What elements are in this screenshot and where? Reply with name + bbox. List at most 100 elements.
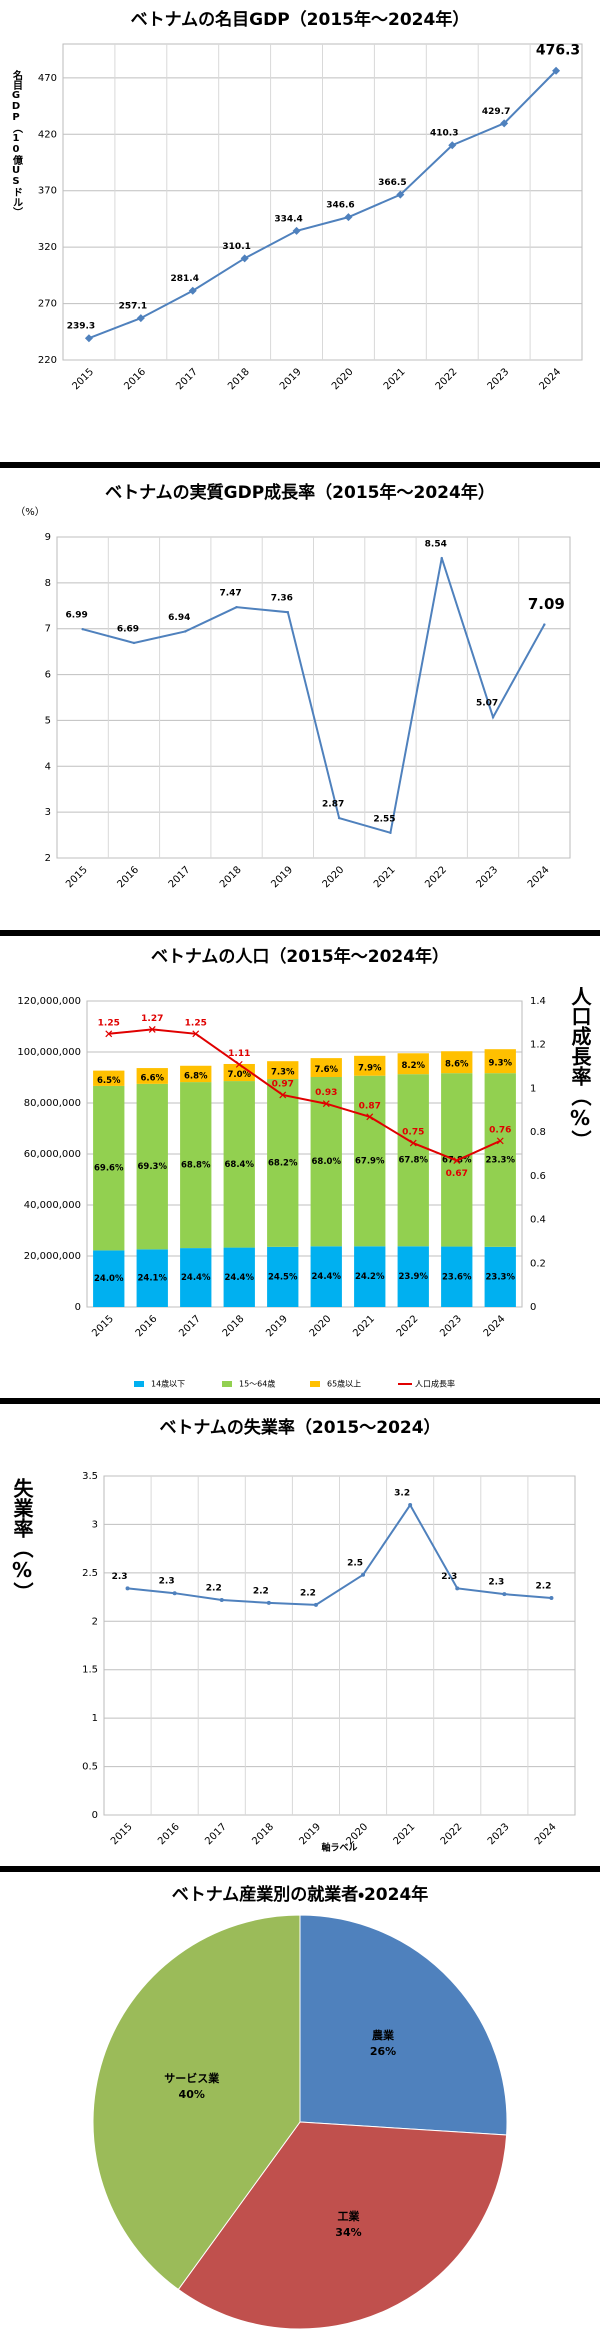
data-label: 2.2 [300,1588,316,1598]
y-tick-label: 120,000,000 [17,996,81,1007]
point [172,1591,177,1596]
data-label: 476.3 [536,43,580,59]
bar-label: 7.3% [271,1068,295,1078]
separator [0,1398,600,1404]
bar-segment [441,1051,473,1074]
point [366,1113,374,1121]
bar-label: 68.2% [268,1158,298,1168]
bar-label: 68.4% [225,1160,255,1170]
separator [0,930,600,936]
bar-label: 67.9% [355,1157,385,1167]
y-tick-label: 3.5 [82,1471,98,1482]
bar-label: 23.9% [399,1272,429,1282]
data-label: 2.87 [322,800,344,810]
bar-label: 8.2% [401,1061,425,1071]
slice-name: 工業 [337,2209,360,2223]
y-tick-label: 7 [45,624,51,635]
point [409,1139,417,1147]
bar-segment [484,1246,516,1307]
data-label: 0.87 [359,1101,381,1111]
data-label: 2.3 [488,1578,504,1588]
data-label: 6.99 [66,611,88,621]
bar-segment [136,1249,168,1307]
y-tick-label: 20,000,000 [24,1251,81,1262]
point [549,1596,554,1601]
y2-tick-label: 0.2 [530,1258,546,1269]
data-label: 1.27 [141,1014,163,1024]
separator [0,1866,600,1872]
y2-tick-label: 1.2 [530,1040,546,1051]
data-label: 0.67 [446,1169,468,1179]
y-axis-label: 名目GDP（10億USドル） [11,69,24,217]
point [337,816,341,820]
point [188,286,197,295]
y-tick-label: 470 [38,73,57,84]
bar-segment [484,1049,516,1074]
y2-tick-label: 1 [530,1083,536,1094]
slice-name: サービス業 [164,2071,220,2085]
bar-segment [136,1083,168,1250]
y-tick-label: 0 [75,1302,81,1313]
point [440,556,443,560]
bar-label: 24.2% [355,1272,385,1282]
y-tick-label: 270 [38,299,57,310]
point [279,1091,287,1099]
bar-label: 6.5% [97,1076,121,1086]
y-tick-label: 2.5 [82,1568,98,1579]
point [219,1597,224,1602]
data-label: 2.3 [112,1572,128,1582]
data-label: 2.3 [441,1572,457,1582]
point [543,623,546,626]
bar-label: 8.6% [445,1060,469,1070]
point [448,141,457,150]
point [344,213,353,222]
point [396,190,405,199]
y2-tick-label: 0.4 [530,1215,546,1226]
y2-axis-label: 人口成長率（%） [568,986,592,1150]
bar-label: 7.9% [358,1063,382,1073]
y-tick-label: 6 [45,670,51,681]
point [389,831,392,834]
bar-label: 24.5% [268,1272,298,1282]
slice-name: 農業 [372,2028,395,2042]
bar-label: 23.3% [486,1272,516,1282]
slice-value: 26% [370,2045,396,2058]
y-tick-label: 5 [45,715,51,726]
point [184,630,187,633]
bar-label: 6.6% [140,1073,164,1083]
data-label: 281.4 [171,274,199,284]
bar-segment [397,1053,429,1075]
data-label: 429.7 [482,107,510,117]
data-label: 410.3 [430,129,458,139]
slice-value: 34% [335,2226,361,2239]
data-label: 5.07 [476,699,498,709]
point [313,1602,318,1607]
chart-title: ベトナム産業別の就業者・2024年 [172,1884,429,1905]
data-label: 7.47 [219,589,241,599]
bar-label: 7.0% [227,1070,251,1080]
bar-label: 24.4% [181,1273,211,1283]
y2-tick-label: 1.4 [530,996,546,1007]
point [500,119,509,128]
point [136,314,145,323]
point [125,1586,130,1591]
y-tick-label: 100,000,000 [17,1047,81,1058]
bar-segment [223,1081,255,1248]
y-tick-label: 320 [38,242,57,253]
y-tick-label: 4 [45,761,51,772]
legend-swatch [310,1381,320,1387]
data-label: 2.2 [535,1582,551,1592]
y-tick-label: 420 [38,129,57,140]
legend-label: 65歳以上 [327,1379,361,1389]
chart: ベトナムの人口（2015年～2024年） 0 20,000,000 40,000,00… [17,946,592,1389]
bar-label: 67.8% [399,1156,429,1166]
y-tick-label: 220 [38,355,57,366]
point [408,1503,413,1508]
bar-segment [93,1250,125,1307]
point [266,1600,271,1605]
line-series [82,557,546,835]
data-label: 2.5 [347,1558,363,1568]
y-tick-label: 3 [92,1519,98,1530]
y-tick-label: 0.5 [82,1762,98,1773]
legend-label: 14歳以下 [151,1379,185,1389]
